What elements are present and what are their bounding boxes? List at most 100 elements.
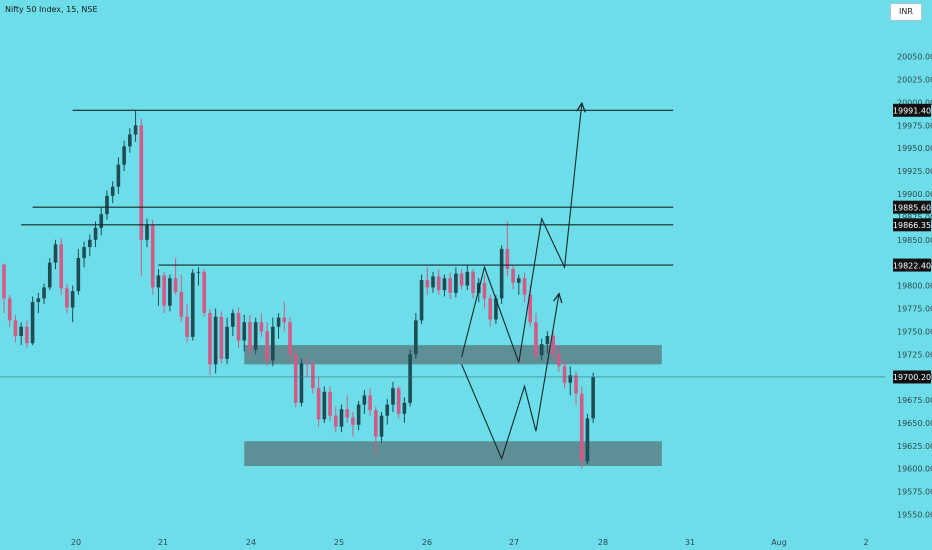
candle-40 (231, 309, 235, 336)
y-tick-label: 19950.00 (897, 144, 932, 153)
candle-body (511, 269, 515, 283)
candle-28 (162, 271, 166, 314)
candle-7 (42, 283, 46, 304)
candle-77 (442, 274, 447, 297)
candle-body (179, 291, 184, 317)
x-tick-label: 26 (422, 538, 432, 547)
candle-49 (282, 302, 287, 332)
candle-body (93, 227, 98, 240)
candle-body (539, 344, 544, 356)
candle-12 (70, 285, 75, 323)
candle-76 (436, 269, 441, 295)
y-tick-label: 19550.00 (897, 511, 932, 520)
candle-body (436, 276, 441, 291)
candle-36 (208, 309, 212, 376)
candle-79 (454, 267, 458, 298)
candle-body (299, 363, 304, 403)
candle-17 (99, 206, 104, 236)
candle-body (70, 291, 75, 308)
candle-body (76, 258, 81, 292)
candle-body (196, 271, 201, 273)
candle-98 (562, 360, 567, 389)
y-tick-label: 19800.00 (897, 282, 932, 291)
candle-51 (293, 347, 298, 408)
candle-body (259, 322, 264, 332)
candle-47 (271, 317, 275, 367)
x-tick-label: 21 (158, 538, 168, 547)
candle-body (574, 375, 578, 394)
candle-body (276, 317, 281, 327)
candle-body (345, 409, 349, 418)
x-tick-label: 24 (246, 538, 256, 547)
candle-body (585, 418, 590, 462)
symbol-title: Nifty 50 Index, 15, NSE (5, 5, 98, 14)
candle-body (42, 287, 46, 299)
candle-64 (368, 388, 372, 416)
candle-body (534, 322, 538, 356)
candle-61 (351, 411, 355, 437)
candle-66 (379, 411, 384, 444)
y-tick-label: 19725.00 (897, 350, 932, 359)
candle-42 (242, 314, 247, 352)
zone-1 (244, 441, 662, 466)
price-tag-box-1 (893, 200, 931, 214)
candle-32 (185, 303, 189, 343)
candle-6 (36, 292, 41, 314)
candle-body (265, 331, 269, 361)
candle-85 (488, 294, 492, 327)
y-tick-label: 19875.00 (897, 213, 932, 222)
candle-45 (259, 313, 264, 337)
candle-body (288, 322, 292, 355)
candle-body (13, 320, 18, 336)
candle-72 (414, 313, 418, 359)
candle-body (425, 280, 430, 288)
candle-84 (482, 274, 487, 309)
candle-27 (156, 269, 161, 306)
x-tick-label: 31 (685, 538, 695, 547)
candle-81 (465, 265, 470, 291)
candle-5 (30, 296, 35, 346)
candle-body (454, 273, 458, 293)
currency-button[interactable]: INR (890, 3, 922, 21)
candle-body (579, 393, 584, 462)
x-tick-label: Aug (771, 538, 787, 547)
candle-body (133, 125, 138, 135)
candle-body (465, 271, 470, 286)
levels-layer (0, 109, 885, 378)
candle-13 (76, 248, 81, 295)
price-tag-label: 19885.60 (893, 203, 931, 212)
candle-body (162, 275, 166, 306)
candle-body (459, 273, 464, 286)
x-tick-label: 28 (598, 538, 608, 547)
candle-103 (591, 372, 595, 423)
candle-14 (82, 241, 86, 268)
candle-60 (345, 395, 349, 423)
price-tag-label: 19991.40 (893, 106, 931, 115)
candle-body (47, 262, 52, 288)
price-tag-box-0 (893, 103, 931, 117)
candle-body (419, 280, 424, 321)
candle-91 (522, 272, 527, 303)
x-tick-label: 27 (509, 538, 519, 547)
candle-97 (557, 345, 561, 372)
candle-90 (517, 274, 521, 295)
candle-15 (88, 234, 92, 257)
candle-body (591, 377, 595, 419)
candle-67 (385, 399, 390, 425)
candle-4 (25, 320, 29, 348)
candle-1 (7, 294, 12, 327)
price-tag-label: 19866.35 (893, 221, 931, 230)
candle-52 (299, 358, 304, 407)
candle-body (110, 186, 115, 196)
candle-body (25, 326, 29, 344)
candle-34 (196, 267, 201, 286)
y-tick-label: 19750.00 (897, 327, 932, 336)
candle-body (339, 409, 344, 427)
candle-70 (402, 397, 407, 423)
candle-100 (574, 371, 578, 405)
candle-23 (133, 109, 138, 142)
candle-59 (339, 404, 344, 433)
candle-body (282, 317, 287, 323)
candle-37 (213, 308, 218, 374)
